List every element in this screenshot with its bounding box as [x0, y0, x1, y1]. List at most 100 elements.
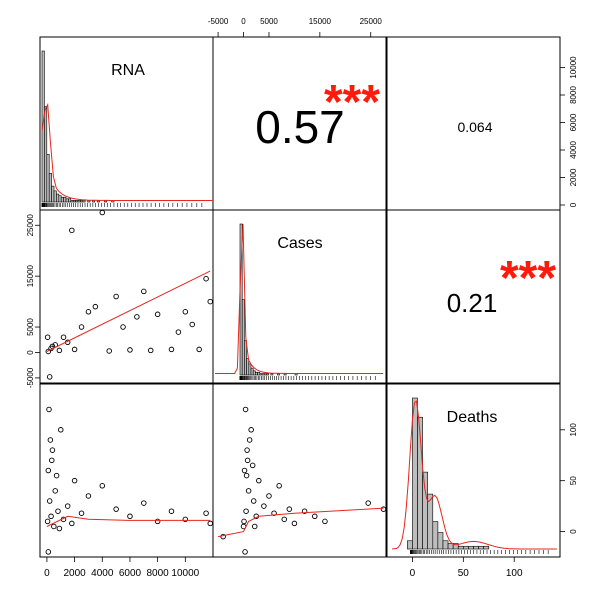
histogram-bar [72, 200, 76, 203]
tick-label-rna: 0 [44, 568, 50, 579]
histogram-bar [432, 521, 439, 550]
scatter-point [242, 406, 249, 413]
scatter-point [55, 508, 61, 514]
scatter-point [141, 288, 147, 295]
tick-label-rna: 6000 [119, 568, 142, 579]
tick-label-deaths: 100 [506, 568, 523, 579]
histogram-bar [422, 471, 429, 550]
tick-label-deaths: 0 [569, 529, 578, 534]
scatter-point [78, 324, 85, 330]
scatter-point [92, 303, 99, 310]
scatter-point [175, 329, 182, 335]
scatter-point [44, 334, 51, 340]
scatter-point [99, 483, 106, 489]
scatter-point [113, 293, 119, 300]
scatter-point [276, 483, 282, 489]
histogram-bar [437, 532, 444, 550]
scatter-point [44, 518, 51, 525]
scatter-point [182, 309, 189, 315]
variable-name-cases: Cases [277, 235, 322, 252]
scatter-point [286, 506, 293, 512]
histogram-bar [44, 106, 48, 203]
tick-label-rna: 8000 [569, 86, 578, 104]
histogram-bar [70, 200, 74, 203]
histogram-bar [63, 196, 67, 203]
scatter-point [53, 472, 60, 479]
panel-frame [39, 209, 214, 384]
histogram-bar [241, 299, 245, 376]
histogram-bar [77, 200, 81, 203]
scatter-point [207, 298, 213, 305]
histogram-bar [250, 367, 254, 376]
panel-frame [212, 383, 387, 558]
histogram-bar [412, 397, 418, 550]
histogram-bar [244, 340, 247, 376]
scatter-point [261, 503, 267, 509]
histogram-bar [255, 371, 258, 376]
histogram-bar [56, 193, 60, 203]
histogram-bar [65, 198, 69, 203]
tick-label-deaths: 50 [458, 568, 470, 579]
scatter-point [60, 334, 67, 340]
histogram-bar [261, 373, 265, 376]
histogram-bar [80, 200, 84, 203]
scatter-point [45, 467, 52, 474]
scatter-point [106, 348, 112, 354]
scatter-point [45, 549, 52, 555]
scatter-point [147, 347, 154, 354]
histogram-bar [46, 154, 50, 203]
panel-frame [212, 209, 387, 384]
scatter-point [51, 523, 57, 530]
histogram-bar [468, 545, 474, 550]
panel-frame [39, 383, 214, 558]
scatter-point [244, 457, 251, 464]
significance-stars: *** [500, 252, 556, 305]
scatter-point [46, 374, 53, 380]
scatter-point [78, 510, 85, 516]
histogram-bar [263, 373, 267, 376]
scatter-point [312, 513, 318, 520]
histogram-bar [75, 200, 79, 203]
panel-frame [386, 383, 561, 558]
scatter-point [99, 209, 106, 216]
fit-line [218, 507, 384, 538]
density-curve [215, 223, 383, 374]
histogram-bar [51, 185, 55, 203]
scatter-point [127, 347, 133, 353]
histogram-bar [257, 371, 261, 376]
tick-label-cases: 25000 [360, 17, 383, 26]
tick-label-deaths: 50 [569, 476, 578, 485]
scatter-point [64, 503, 71, 509]
histogram-bar [442, 540, 449, 550]
tick-label-rna: 2000 [569, 168, 578, 186]
scatter-point [243, 472, 250, 479]
histogram-bar [463, 545, 469, 550]
tick-label-cases: 25000 [26, 214, 35, 237]
scatter-point [71, 346, 78, 353]
fit-line [46, 270, 211, 352]
scatter-point [301, 508, 308, 514]
histogram-bar [53, 190, 57, 203]
histogram-bar [82, 200, 86, 203]
histogram-bar [246, 358, 250, 376]
scatter-point [189, 321, 195, 328]
tick-label-rna: 2000 [63, 568, 86, 579]
scatter-point [168, 508, 175, 514]
tick-label-rna: 10000 [171, 568, 199, 579]
histogram-bar [447, 543, 454, 550]
scatter-point [251, 523, 258, 530]
tick-label-rna: 4000 [569, 141, 578, 159]
scatter-point [242, 549, 248, 555]
scatter-point [69, 520, 75, 527]
scatter-point [246, 437, 253, 443]
scatter-point [266, 493, 272, 499]
scatter-point [49, 457, 55, 464]
tick-label-deaths: 100 [569, 423, 578, 437]
tick-label-cases: 15000 [26, 264, 35, 287]
scatter-point [47, 437, 54, 443]
histogram-bar [266, 373, 269, 376]
scatter-point [256, 477, 262, 484]
histogram-bar [473, 545, 479, 550]
histogram-bar [68, 198, 72, 203]
